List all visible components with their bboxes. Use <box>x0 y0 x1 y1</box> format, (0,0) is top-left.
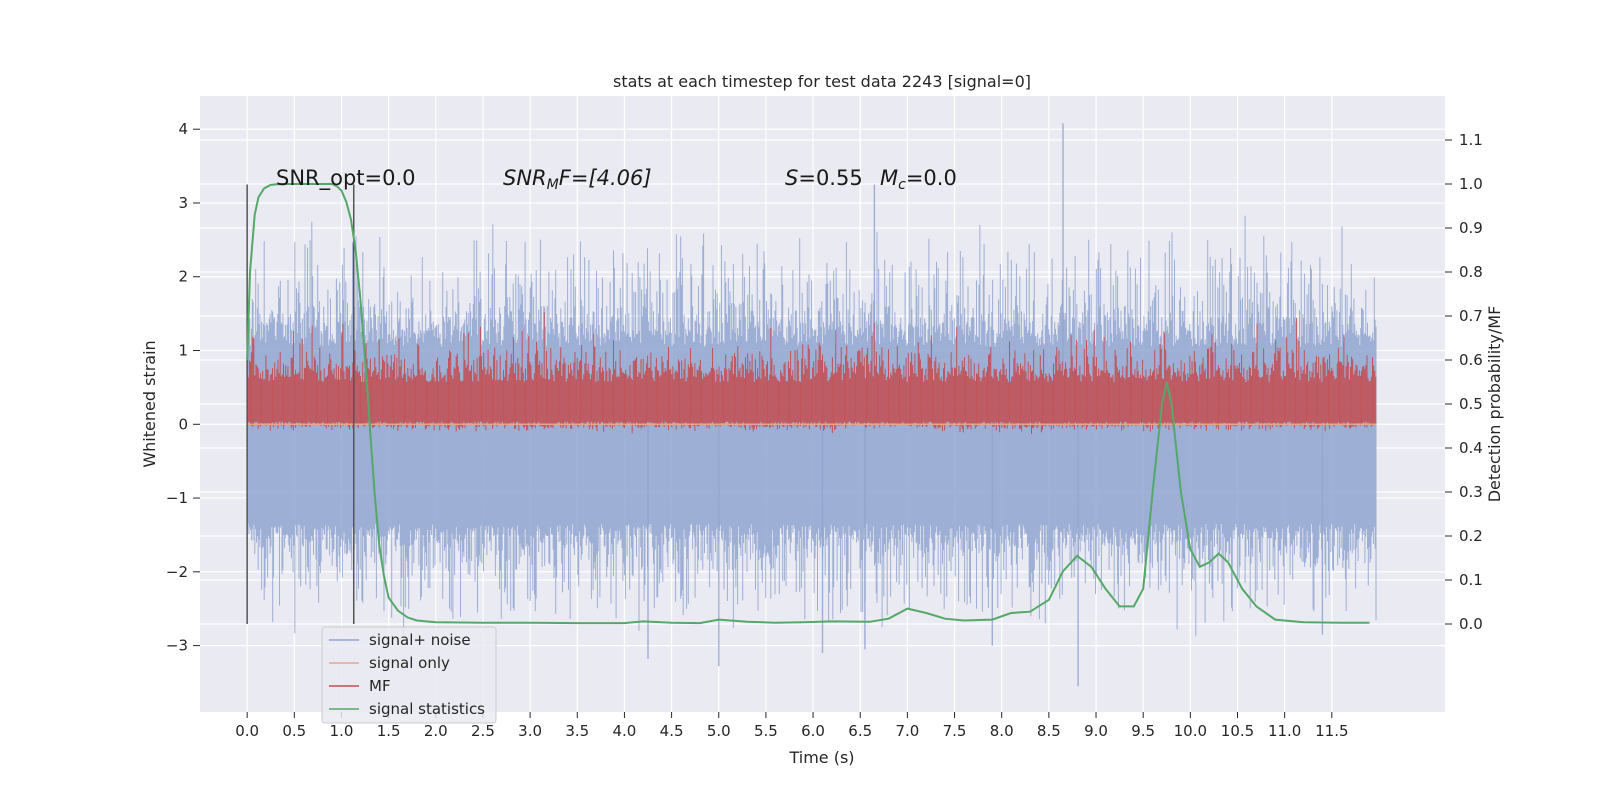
y-tick-label-7: −3 <box>166 637 188 655</box>
x-tick-label-11: 5.5 <box>754 722 778 740</box>
y-axis-ticks: 4 3 2 1 0 −1 −2 −3 <box>166 120 200 655</box>
y-tick-label-2: 2 <box>178 268 188 286</box>
y2-tick-label-0: 1.1 <box>1459 131 1483 149</box>
y2-tick-label-1: 1.0 <box>1459 175 1483 193</box>
y-tick-label-4: 0 <box>178 415 188 433</box>
x-tick-label-14: 7.0 <box>895 722 919 740</box>
x-tick-label-12: 6.0 <box>801 722 825 740</box>
legend-box <box>321 626 497 724</box>
annotation-snr-mf-var: SNR <box>503 166 547 190</box>
x-tick-label-16: 8.0 <box>990 722 1014 740</box>
annotation-snr-mf: SNRMF=[4.06] <box>503 166 652 193</box>
y2-tick-label-9: 0.2 <box>1459 527 1483 545</box>
x-tick-label-1: 0.5 <box>282 722 306 740</box>
x-tick-label-22: 11.0 <box>1268 722 1301 740</box>
x-tick-label-2: 1.0 <box>330 722 354 740</box>
annotation-mc-sub: c <box>898 177 906 193</box>
y-tick-label-3: 1 <box>178 342 188 360</box>
annotation-mc-var: M <box>880 166 898 190</box>
series-signal-statistics <box>246 183 1370 625</box>
x-tick-label-10: 5.0 <box>707 722 731 740</box>
chart-title: stats at each timestep for test data 224… <box>613 72 1031 91</box>
legend-label-signal-only: signal only <box>369 654 450 672</box>
x-tick-label-13: 6.5 <box>848 722 872 740</box>
data-layer <box>246 123 1377 687</box>
annotation-mc: Mc=0.0 <box>880 166 957 193</box>
y2-tick-label-10: 0.1 <box>1459 571 1483 589</box>
x-axis-label: Time (s) <box>788 748 854 767</box>
x-tick-label-7: 3.5 <box>565 722 589 740</box>
x-tick-label-18: 9.0 <box>1084 722 1108 740</box>
y2-tick-label-3: 0.8 <box>1459 263 1483 281</box>
y2-tick-label-8: 0.3 <box>1459 483 1483 501</box>
annotation-mc-value: =0.0 <box>906 166 957 190</box>
annotation-s-value: =0.55 <box>798 166 862 190</box>
y2-axis-ticks: 1.1 1.0 0.9 0.8 0.7 0.6 0.5 0.4 0.3 0.2 0.1 0.0 <box>1445 131 1483 633</box>
legend-label-signal-statistics: signal statistics <box>369 700 485 718</box>
x-tick-label-6: 3.0 <box>518 722 542 740</box>
x-tick-label-21: 10.5 <box>1221 722 1254 740</box>
x-tick-label-15: 7.5 <box>943 722 967 740</box>
x-axis-ticks: 0.0 0.5 1.0 1.5 2.0 2.5 3.0 3.5 4.0 4.5 5.0 5.5 6.0 6… <box>235 712 1349 740</box>
annotation-snr-mf-sub: M <box>547 177 559 193</box>
x-tick-label-8: 4.0 <box>613 722 637 740</box>
x-tick-label-0: 0.0 <box>235 722 259 740</box>
y2-tick-label-7: 0.4 <box>1459 439 1483 457</box>
x-tick-label-3: 1.5 <box>377 722 401 740</box>
legend-label-mf: MF <box>369 677 391 695</box>
annotation-snr-opt: SNR_opt=0.0 <box>276 166 416 191</box>
x-tick-label-5: 2.5 <box>471 722 495 740</box>
x-tick-label-20: 10.0 <box>1174 722 1207 740</box>
x-tick-label-19: 9.5 <box>1131 722 1155 740</box>
y2-tick-label-11: 0.0 <box>1459 615 1483 633</box>
annotation-snr-mf-rest: F=[4.06] <box>559 166 652 190</box>
y-tick-label-5: −1 <box>166 489 188 507</box>
x-tick-label-4: 2.0 <box>424 722 448 740</box>
x-tick-label-17: 8.5 <box>1037 722 1061 740</box>
y2-tick-label-2: 0.9 <box>1459 219 1483 237</box>
legend: signal+ noise signal only MF signal stat… <box>321 626 497 724</box>
y2-tick-label-5: 0.6 <box>1459 351 1483 369</box>
y-tick-label-6: −2 <box>166 563 188 581</box>
x-tick-label-9: 4.5 <box>660 722 684 740</box>
x-tick-label-23: 11.5 <box>1315 722 1348 740</box>
y2-tick-label-6: 0.5 <box>1459 395 1483 413</box>
y-tick-label-1: 3 <box>178 194 188 212</box>
annotation-s: S=0.55 <box>785 166 863 190</box>
legend-label-signal-plus-noise: signal+ noise <box>369 631 471 649</box>
y2-axis-label: Detection probability/MF <box>1485 306 1504 503</box>
annotation-s-var: S <box>785 166 798 190</box>
y-tick-label-0: 4 <box>178 120 188 138</box>
y2-tick-label-4: 0.7 <box>1459 307 1483 325</box>
y-axis-label: Whitened strain <box>140 340 159 467</box>
